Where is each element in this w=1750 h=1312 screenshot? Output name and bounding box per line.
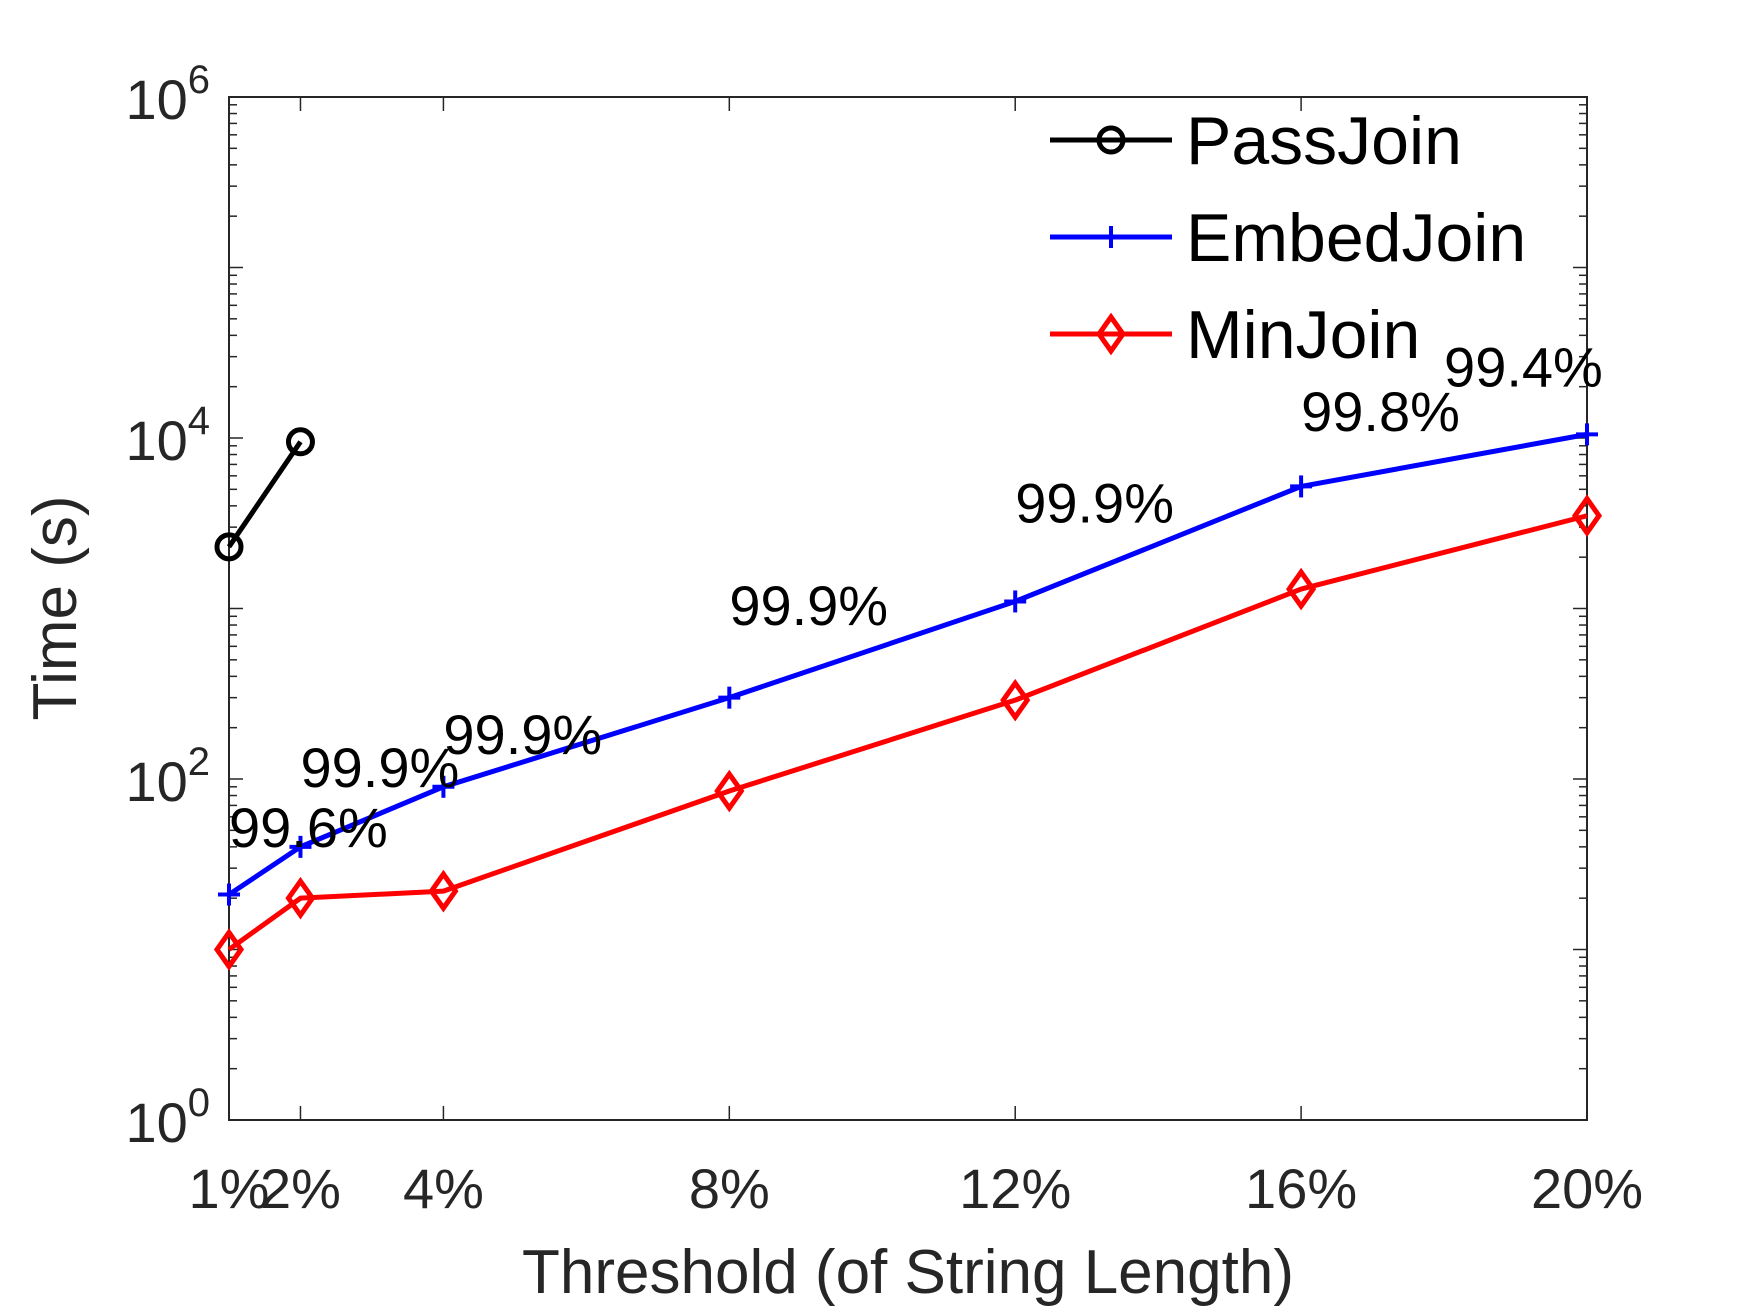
x-tick-label: 12% <box>959 1157 1071 1220</box>
legend-item-embedjoin: EmbedJoin <box>1050 200 1526 276</box>
minjoin-point <box>428 869 459 913</box>
embedjoin-point <box>718 686 741 709</box>
legend-marker-embedjoin <box>1100 226 1122 248</box>
legend-label-embedjoin: EmbedJoin <box>1186 200 1526 276</box>
minjoin-point <box>1000 678 1031 722</box>
legend-label-minjoin: MinJoin <box>1186 297 1420 373</box>
y-tick-exponent: 4 <box>188 399 210 443</box>
y-tick-base: 10 <box>125 1091 187 1154</box>
embedjoin-point <box>1290 475 1313 498</box>
annotation-label: 99.4% <box>1444 336 1603 399</box>
x-tick-labels: 1%2% 4% 8% 12% 16% 20% <box>189 1157 1644 1220</box>
series-minjoin <box>213 494 1603 971</box>
passjoin-line <box>226 440 303 549</box>
x-axis-label: Threshold (of String Length) <box>522 1238 1294 1307</box>
annotation-label: 99.9% <box>729 574 888 637</box>
y-tick-label: 100 <box>125 1081 210 1154</box>
legend-label-passjoin: PassJoin <box>1186 103 1462 179</box>
x-tick-label: 2% <box>260 1157 341 1220</box>
annotation-label: 99.9% <box>300 736 459 799</box>
annotation-label: 99.6% <box>229 796 388 859</box>
y-tick-base: 10 <box>125 68 187 131</box>
minjoin-point <box>285 876 316 920</box>
legend-marker-minjoin <box>1095 312 1127 356</box>
y-tick-exponent: 2 <box>188 740 210 784</box>
y-tick-exponent: 6 <box>188 58 210 102</box>
embedjoin-point <box>1576 423 1598 446</box>
embedjoin-point <box>432 775 455 798</box>
annotations-layer: 99.6%99.9%99.9%99.9%99.9%99.8%99.4% <box>229 336 1603 859</box>
x-tick-label: 8% <box>689 1157 770 1220</box>
x-tick-label: 4% <box>403 1157 484 1220</box>
passjoin-point <box>285 427 315 457</box>
legend-item-passjoin: PassJoin <box>1050 103 1462 179</box>
legend-item-minjoin: MinJoin <box>1050 297 1420 373</box>
minjoin-point <box>1286 567 1317 611</box>
legend-marker-passjoin <box>1096 125 1126 155</box>
minjoin-point <box>213 928 245 971</box>
legend: PassJoin EmbedJoin MinJoin <box>1050 103 1526 373</box>
x-tick-label: 16% <box>1245 1157 1357 1220</box>
minjoin-point <box>1571 494 1603 538</box>
y-tick-base: 10 <box>125 750 187 813</box>
plot-area <box>229 97 1587 1120</box>
series-passjoin <box>214 427 315 562</box>
y-tick-label: 104 <box>125 399 210 472</box>
embedjoin-point <box>289 835 312 858</box>
y-tick-label: 106 <box>125 58 210 131</box>
annotation-label: 99.9% <box>443 703 602 766</box>
minjoin-point <box>714 769 745 813</box>
annotation-label: 99.8% <box>1301 380 1460 443</box>
y-tick-label: 102 <box>125 740 210 813</box>
embedjoin-point <box>1004 590 1027 613</box>
y-tick-base: 10 <box>125 409 187 472</box>
y-axis-label: Time (s) <box>21 496 90 721</box>
y-tick-exponent: 0 <box>188 1081 210 1125</box>
series-layer <box>213 423 1603 971</box>
passjoin-point <box>214 532 244 562</box>
series-embedjoin <box>218 423 1598 906</box>
plot-frame <box>228 96 1588 1121</box>
embedjoin-point <box>218 883 240 906</box>
x-tick-label: 1% <box>189 1157 270 1220</box>
minjoin-line <box>227 513 1588 952</box>
annotation-label: 99.9% <box>1015 471 1174 534</box>
x-tick-label: 20% <box>1531 1157 1643 1220</box>
